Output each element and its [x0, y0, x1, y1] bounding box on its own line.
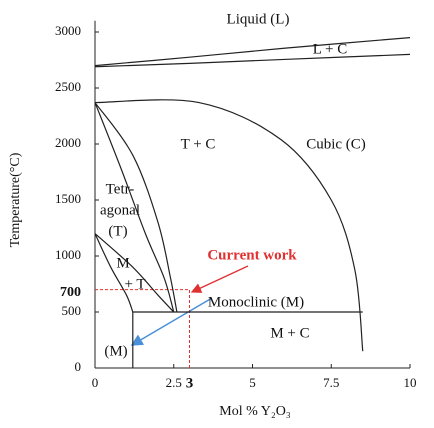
- annotation: Current work: [207, 247, 297, 263]
- annotation: L + C: [313, 41, 348, 57]
- phase-boundary: [94, 37, 411, 67]
- annotation: Monoclinic (M): [208, 294, 304, 310]
- annotation: Cubic (C): [306, 136, 366, 152]
- y-tick-label: 2500: [55, 79, 81, 94]
- annotation: T + C: [181, 136, 216, 152]
- y-tick-label: 1000: [55, 247, 81, 262]
- y-tick-label: 3000: [55, 23, 81, 38]
- phase-boundary: [94, 233, 175, 313]
- y-tick-label: 500: [62, 303, 82, 318]
- phase-boundary: [94, 99, 364, 352]
- x-axis-label: Mol % Y₂O₃: [219, 404, 291, 419]
- phase-boundary: [94, 53, 411, 68]
- annotation: Tetr-: [106, 181, 135, 197]
- annotation: Liquid (L): [227, 11, 290, 27]
- x-tick-label: 2.5: [166, 375, 182, 390]
- x-tick-label: 0: [92, 375, 99, 390]
- annotation: M + C: [270, 325, 309, 341]
- arrow: [130, 297, 213, 346]
- x-tick-label: 3: [186, 375, 194, 391]
- y-tick-label: 2000: [55, 135, 81, 150]
- x-tick-label: 10: [404, 375, 417, 390]
- y-tick-label: 1500: [55, 191, 81, 206]
- phase-boundary: [94, 102, 175, 313]
- x-tick-label: 5: [249, 375, 256, 390]
- annotation: + T: [124, 276, 145, 292]
- annotation: M: [116, 255, 129, 271]
- phase-boundary: [94, 233, 134, 313]
- arrow: [190, 265, 249, 293]
- y-tick-label: 0: [75, 359, 82, 374]
- annotation: agonal: [100, 202, 140, 218]
- y-axis-label: Temperature(°C): [8, 152, 23, 247]
- x-tick-label: 7.5: [323, 375, 339, 390]
- phase-boundary: [94, 102, 178, 313]
- y-tick-label: 700: [60, 285, 81, 300]
- annotation: (M): [104, 343, 127, 359]
- annotation: (T): [108, 223, 127, 239]
